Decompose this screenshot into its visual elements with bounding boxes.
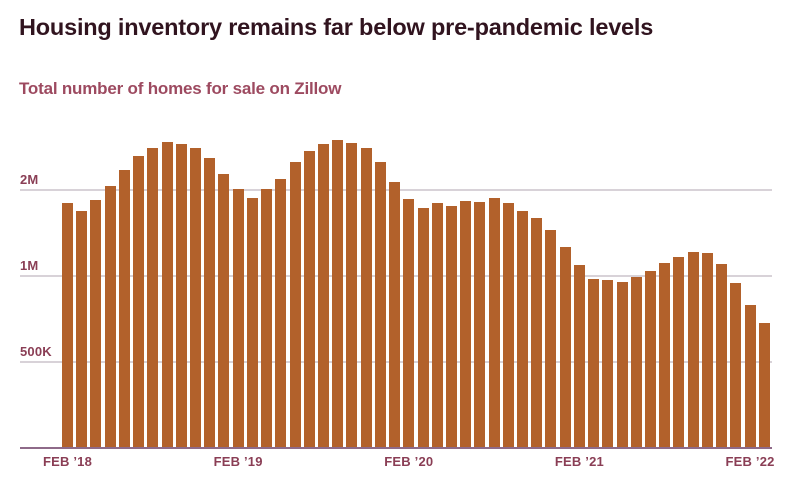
bar	[630, 277, 642, 448]
bar	[716, 264, 728, 448]
bar	[76, 210, 88, 448]
chart-subtitle: Total number of homes for sale on Zillow	[19, 79, 342, 98]
bar	[701, 253, 713, 448]
x-axis-line	[20, 447, 772, 449]
bar	[573, 265, 585, 448]
x-tick-label: FEB ’22	[725, 454, 775, 469]
bar	[616, 282, 628, 448]
bar	[289, 161, 301, 448]
bar	[161, 141, 173, 448]
x-tick-label: FEB ’18	[42, 454, 93, 469]
x-tick-label: FEB ’21	[554, 454, 604, 469]
bar	[246, 197, 258, 448]
bar	[531, 217, 543, 448]
bar	[360, 147, 372, 448]
bar	[147, 147, 159, 448]
x-tick-label: FEB ’19	[213, 454, 263, 469]
bar	[346, 143, 358, 448]
bar	[275, 178, 287, 448]
chart-title: Housing inventory remains far below pre-…	[19, 14, 654, 40]
bar	[232, 188, 244, 448]
bar	[118, 169, 130, 448]
bar	[502, 203, 514, 448]
bar	[189, 147, 201, 448]
bar	[204, 157, 216, 448]
bar	[90, 199, 102, 448]
bar	[460, 201, 472, 448]
bar	[602, 279, 614, 448]
y-tick-label: 2M	[20, 172, 39, 187]
bar	[374, 161, 386, 448]
bar	[488, 197, 500, 448]
bar	[445, 205, 457, 448]
bar	[645, 271, 657, 448]
bar	[218, 173, 230, 448]
bar	[659, 263, 671, 448]
bar	[431, 203, 443, 448]
bar	[730, 283, 742, 448]
bar	[62, 203, 73, 448]
bar	[389, 182, 401, 448]
bar	[545, 229, 557, 448]
bar	[133, 156, 145, 448]
y-tick-label: 500K	[20, 344, 52, 359]
bar	[687, 252, 699, 448]
bar	[673, 256, 685, 448]
bar	[104, 185, 116, 448]
bar	[559, 247, 571, 448]
bar	[261, 188, 273, 448]
x-tick-label: FEB ’20	[384, 454, 434, 469]
bar	[317, 143, 329, 448]
bar	[403, 199, 415, 448]
bar	[474, 201, 486, 448]
bar	[517, 210, 529, 448]
bar	[175, 143, 187, 448]
bar	[417, 207, 429, 448]
bar	[303, 150, 315, 448]
y-tick-label: 1M	[20, 258, 39, 273]
bar	[588, 278, 600, 448]
bar	[744, 305, 756, 448]
bar	[332, 140, 344, 448]
bar	[758, 322, 770, 448]
